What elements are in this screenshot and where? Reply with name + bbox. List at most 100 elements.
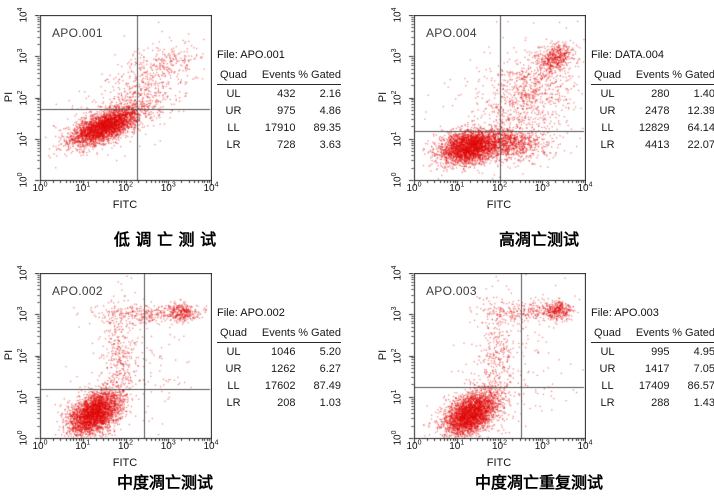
y-tick-label-10e4: 104 bbox=[391, 7, 404, 23]
table-row: LR 208 1.03 bbox=[217, 394, 341, 411]
tick-base: 10 bbox=[18, 310, 30, 322]
events-cell: 2478 bbox=[645, 104, 670, 117]
quad-cell: LL bbox=[227, 379, 240, 392]
y-axis-title: PI bbox=[3, 91, 15, 103]
panel-title: 低 调 亡 测 试 bbox=[113, 230, 217, 249]
table-row: LR 4413 22.07 bbox=[591, 136, 714, 153]
tick-text: 104 bbox=[391, 7, 404, 23]
tick-exponent: 4 bbox=[214, 439, 219, 447]
tick-text: 103 bbox=[161, 181, 176, 194]
y-tick-label-10e4: 104 bbox=[391, 265, 404, 281]
y-tick-label-10e3: 103 bbox=[17, 307, 30, 322]
file-label: File: DATA.004 bbox=[591, 49, 664, 61]
tick-base: 10 bbox=[203, 441, 215, 452]
events-cell: 995 bbox=[651, 345, 670, 358]
table-row: UL 1046 5.20 bbox=[217, 343, 341, 361]
tick-base: 10 bbox=[392, 176, 404, 188]
tick-base: 10 bbox=[392, 11, 404, 23]
x-tick-label-10e4: 104 bbox=[203, 182, 218, 194]
tick-text: 102 bbox=[492, 439, 508, 452]
tick-base: 10 bbox=[491, 183, 504, 194]
scatter-plot-canvas bbox=[34, 273, 212, 445]
x-tick-label-10e2: 102 bbox=[117, 440, 133, 452]
tick-base: 10 bbox=[18, 393, 30, 405]
tick-exponent: 3 bbox=[391, 48, 399, 53]
x-tick-label-10e1: 101 bbox=[75, 440, 90, 452]
scatter-plot-canvas bbox=[34, 15, 212, 187]
tick-base: 10 bbox=[18, 434, 30, 446]
header-events: Events bbox=[250, 326, 296, 343]
tick-base: 10 bbox=[392, 269, 404, 281]
y-axis-title: PI bbox=[377, 91, 389, 103]
quadrant-stats-table: Quad Events % Gated UL 1046 5.20 UR 1262 6.27… bbox=[217, 326, 341, 411]
tick-exponent: 2 bbox=[391, 347, 399, 352]
y-axis-title: PI bbox=[377, 349, 389, 361]
x-tick-label-10e3: 103 bbox=[161, 181, 176, 194]
table-row: LL 17602 87.49 bbox=[217, 377, 341, 394]
x-axis-title: FITC bbox=[486, 457, 512, 469]
tick-exponent: 3 bbox=[17, 48, 25, 53]
pct-gated-cell: 3.63 bbox=[319, 138, 341, 151]
tick-base: 10 bbox=[534, 441, 546, 452]
x-tick-label-10e0: 100 bbox=[32, 440, 47, 452]
header-pct-gated: % Gated bbox=[295, 326, 341, 343]
tick-exponent: 4 bbox=[391, 7, 399, 12]
x-tick-label-10e1: 101 bbox=[449, 440, 464, 452]
scatter-panel-apo-003: APO.003 PI FITC 100 101 102 103 104 100 101 10… bbox=[374, 258, 714, 501]
y-tick-label-10e2: 102 bbox=[391, 347, 403, 363]
tick-text: 100 bbox=[32, 440, 47, 452]
table-row: UL 280 1.40 bbox=[591, 85, 714, 103]
pct-gated-cell: 4.86 bbox=[319, 104, 341, 117]
tick-text: 102 bbox=[118, 182, 133, 194]
y-tick-label-10e4: 104 bbox=[17, 265, 29, 280]
tick-text: 102 bbox=[491, 182, 507, 194]
panel-title: 中度凋亡重复测试 bbox=[474, 473, 603, 492]
x-tick-label-10e0: 100 bbox=[406, 440, 421, 452]
y-tick-label-10e1: 101 bbox=[391, 389, 403, 404]
tick-text: 102 bbox=[391, 90, 404, 106]
tick-base: 10 bbox=[392, 93, 404, 106]
plot-dataset-label: APO.004 bbox=[426, 26, 477, 40]
tick-exponent: 2 bbox=[503, 439, 508, 447]
tick-base: 10 bbox=[117, 441, 130, 452]
table-header-row: Quad Events % Gated bbox=[217, 68, 341, 85]
tick-text: 100 bbox=[406, 181, 422, 194]
y-tick-label-10e2: 102 bbox=[17, 348, 29, 363]
tick-base: 10 bbox=[577, 441, 589, 452]
tick-base: 10 bbox=[75, 183, 87, 194]
tick-text: 101 bbox=[75, 440, 90, 452]
table-row: LL 12829 64.14 bbox=[591, 119, 714, 136]
tick-text: 103 bbox=[17, 48, 29, 64]
tick-text: 102 bbox=[17, 90, 29, 105]
tick-exponent: 3 bbox=[171, 181, 176, 189]
tick-text: 103 bbox=[391, 307, 404, 322]
stats-table-body: UL 995 4.95 UR 1417 7.05 LL 17409 86.57 LR 288 1.43 bbox=[591, 343, 714, 412]
tick-text: 104 bbox=[17, 7, 29, 22]
events-cell: 280 bbox=[651, 87, 670, 100]
tick-text: 104 bbox=[577, 182, 592, 194]
table-row: LR 728 3.63 bbox=[217, 136, 341, 153]
stats-table-block: File: DATA.004 Quad Events % Gated UL 280… bbox=[591, 49, 714, 153]
tick-exponent: 3 bbox=[171, 439, 176, 447]
tick-base: 10 bbox=[392, 310, 404, 322]
tick-text: 101 bbox=[391, 131, 403, 146]
x-axis-title: FITC bbox=[112, 199, 138, 211]
tick-exponent: 1 bbox=[86, 181, 91, 189]
y-tick-label-10e0: 100 bbox=[17, 172, 29, 187]
quadrant-stats-table: Quad Events % Gated UL 280 1.40 UR 2478 12.39… bbox=[591, 68, 714, 153]
pct-gated-cell: 64.14 bbox=[687, 121, 714, 134]
tick-text: 101 bbox=[17, 131, 29, 146]
y-tick-label-10e2: 102 bbox=[17, 90, 29, 105]
file-label: File: APO.002 bbox=[217, 307, 285, 319]
quad-cell: UR bbox=[225, 362, 242, 375]
tick-exponent: 0 bbox=[417, 181, 422, 189]
tick-text: 100 bbox=[17, 430, 30, 446]
tick-text: 103 bbox=[391, 48, 403, 64]
pct-gated-cell: 5.20 bbox=[319, 345, 341, 358]
quad-cell: UR bbox=[599, 362, 616, 375]
quad-cell: LL bbox=[601, 121, 614, 134]
pct-gated-cell: 89.35 bbox=[313, 121, 341, 134]
quad-cell: UL bbox=[600, 345, 615, 358]
panel-title: 高凋亡测试 bbox=[498, 230, 579, 249]
tick-text: 101 bbox=[17, 389, 30, 405]
